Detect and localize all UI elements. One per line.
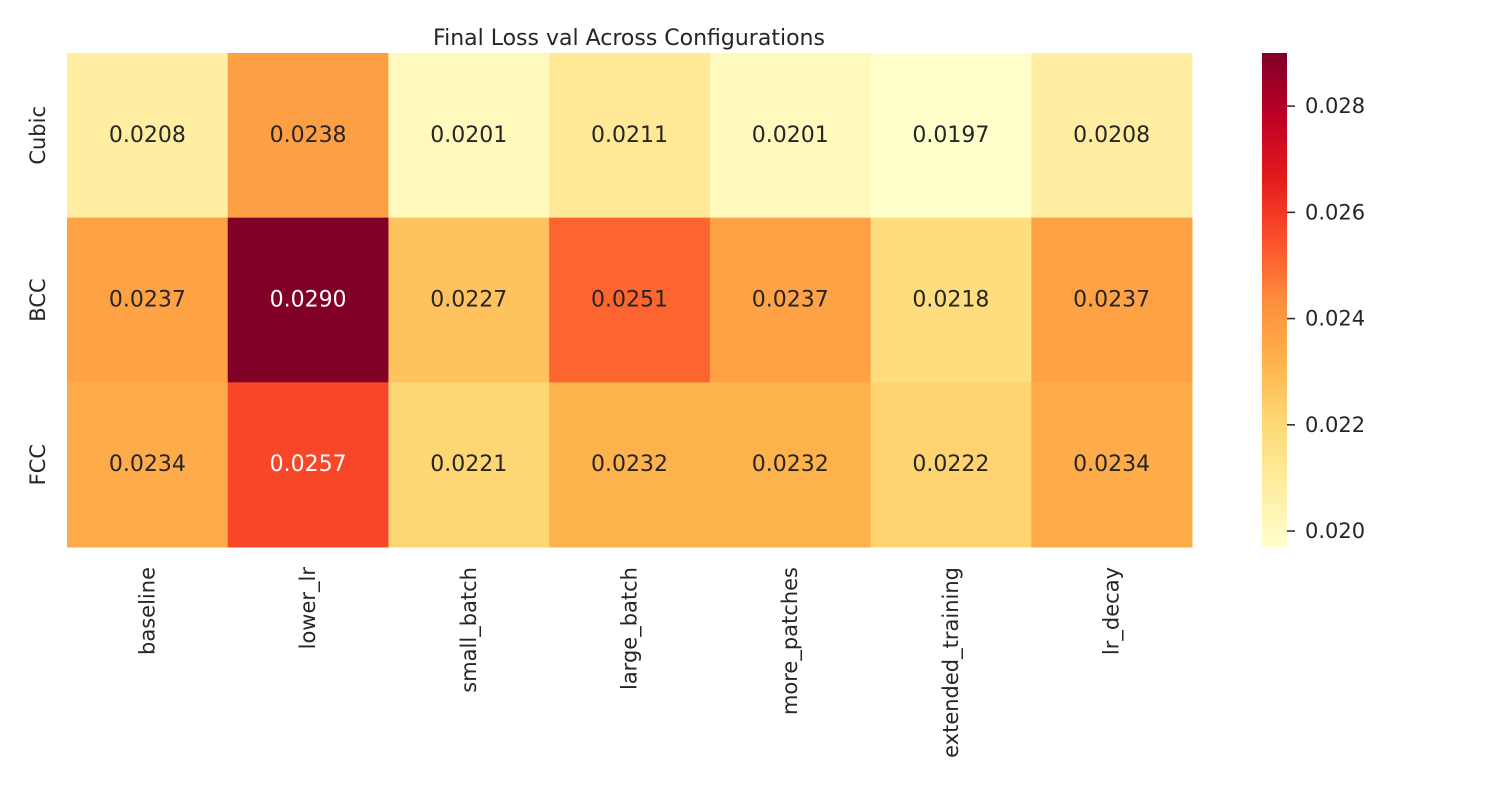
heatmap-cell bbox=[549, 53, 711, 219]
x-tick-label: small_batch bbox=[457, 567, 482, 693]
heatmap-cell-label: 0.0211 bbox=[591, 123, 668, 148]
heatmap-cell bbox=[1031, 53, 1193, 219]
heatmap-cell-label: 0.0197 bbox=[912, 123, 989, 148]
colorbar-tick-label: 0.026 bbox=[1305, 200, 1365, 224]
heatmap-cell-label: 0.0232 bbox=[752, 452, 829, 477]
heatmap-cell bbox=[1031, 382, 1193, 548]
x-tick-label: extended_training bbox=[939, 567, 964, 758]
heatmap-cell-label: 0.0251 bbox=[591, 288, 668, 313]
chart-title: Final Loss val Across Configurations bbox=[433, 26, 825, 51]
colorbar-tick-label: 0.024 bbox=[1305, 307, 1365, 331]
heatmap-cell bbox=[870, 53, 1032, 219]
heatmap-cell-label: 0.0238 bbox=[270, 123, 347, 148]
heatmap-cell bbox=[1031, 217, 1193, 383]
heatmap-cell bbox=[709, 217, 872, 383]
x-tick-label: lr_decay bbox=[1100, 567, 1125, 655]
heatmap-cell-label: 0.0221 bbox=[430, 452, 507, 477]
heatmap-cell-label: 0.0208 bbox=[109, 123, 186, 148]
heatmap-cell bbox=[709, 382, 872, 548]
heatmap-cell-label: 0.0234 bbox=[1073, 452, 1150, 477]
heatmap-cell bbox=[67, 53, 229, 219]
heatmap-cell bbox=[67, 217, 229, 383]
x-tick-label: more_patches bbox=[778, 567, 803, 715]
heatmap-cell bbox=[227, 53, 389, 219]
heatmap-cell-label: 0.0222 bbox=[912, 452, 989, 477]
heatmap-cell-label: 0.0290 bbox=[270, 288, 347, 313]
heatmap-cell bbox=[227, 217, 389, 383]
heatmap-cell-label: 0.0237 bbox=[752, 288, 829, 313]
colorbar-tick-label: 0.020 bbox=[1305, 519, 1365, 543]
colorbar-tick-label: 0.028 bbox=[1305, 94, 1365, 118]
heatmap-cell-label: 0.0257 bbox=[270, 452, 347, 477]
heatmap-cell-label: 0.0237 bbox=[1073, 288, 1150, 313]
heatmap-cells: 0.0208 0.0238 0.0201 0.0211 0.0201 0.0197 0.02… bbox=[67, 53, 1193, 548]
heatmap-cell bbox=[67, 382, 229, 548]
heatmap-cell-label: 0.0227 bbox=[430, 288, 507, 313]
y-axis-tick-labels: Cubic BCC FCC bbox=[26, 106, 50, 485]
heatmap-cell bbox=[388, 382, 550, 548]
heatmap-cell-label: 0.0201 bbox=[430, 123, 507, 148]
heatmap-cell bbox=[870, 217, 1032, 383]
x-tick-label: lower_lr bbox=[296, 567, 321, 650]
colorbar-ticks: 0.020 0.022 0.024 0.026 0.028 bbox=[1287, 94, 1365, 543]
x-tick-label: large_batch bbox=[618, 567, 643, 690]
heatmap-cell-label: 0.0218 bbox=[912, 288, 989, 313]
y-tick-label: Cubic bbox=[26, 106, 50, 165]
heatmap-cell-label: 0.0237 bbox=[109, 288, 186, 313]
heatmap-cell bbox=[549, 382, 711, 548]
heatmap-cell-label: 0.0201 bbox=[752, 123, 829, 148]
heatmap-cell-label: 0.0232 bbox=[591, 452, 668, 477]
colorbar-gradient bbox=[1262, 53, 1287, 547]
y-tick-label: BCC bbox=[26, 278, 50, 321]
heatmap-cell-label: 0.0234 bbox=[109, 452, 186, 477]
colorbar: 0.020 0.022 0.024 0.026 0.028 bbox=[1262, 53, 1365, 547]
x-axis-tick-labels: baseline lower_lr small_batch large_batch mo… bbox=[135, 567, 1124, 758]
colorbar-tick-label: 0.022 bbox=[1305, 413, 1365, 437]
heatmap-cell bbox=[388, 217, 550, 383]
heatmap-cell-label: 0.0208 bbox=[1073, 123, 1150, 148]
heatmap-cell bbox=[549, 217, 711, 383]
x-tick-label: baseline bbox=[135, 567, 159, 655]
heatmap-cell bbox=[388, 53, 550, 219]
heatmap-cell bbox=[870, 382, 1032, 548]
y-tick-label: FCC bbox=[26, 444, 50, 485]
heatmap-cell bbox=[709, 53, 872, 219]
heatmap-cell bbox=[227, 382, 389, 548]
